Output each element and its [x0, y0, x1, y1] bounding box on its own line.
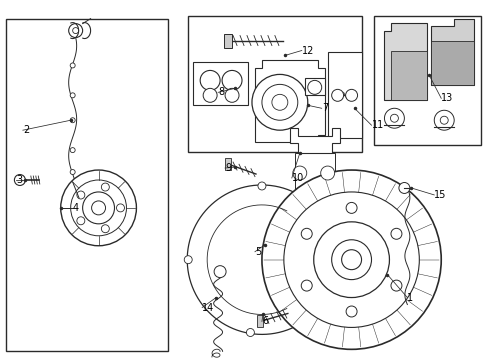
Circle shape — [258, 182, 266, 190]
Circle shape — [246, 329, 254, 337]
Circle shape — [391, 114, 398, 122]
Polygon shape — [257, 315, 263, 328]
Circle shape — [61, 170, 136, 246]
Circle shape — [314, 222, 390, 298]
Circle shape — [70, 93, 75, 98]
Circle shape — [83, 192, 115, 224]
Text: 4: 4 — [73, 203, 79, 213]
Circle shape — [252, 75, 308, 130]
Circle shape — [391, 228, 402, 239]
Circle shape — [399, 183, 410, 193]
Circle shape — [262, 170, 441, 349]
Circle shape — [301, 228, 312, 239]
Polygon shape — [392, 50, 427, 100]
Circle shape — [332, 89, 343, 101]
Circle shape — [308, 80, 322, 94]
Circle shape — [70, 148, 75, 153]
Circle shape — [14, 175, 25, 185]
Bar — [6, 19, 168, 351]
Polygon shape — [431, 19, 474, 85]
Polygon shape — [385, 23, 427, 100]
Circle shape — [225, 88, 239, 102]
Circle shape — [346, 306, 357, 317]
Polygon shape — [255, 60, 325, 142]
Text: 11: 11 — [371, 120, 384, 130]
Circle shape — [342, 250, 362, 270]
Text: 1: 1 — [407, 293, 414, 302]
Polygon shape — [225, 158, 231, 170]
Circle shape — [92, 201, 105, 215]
Circle shape — [70, 170, 75, 175]
Circle shape — [77, 217, 85, 225]
Circle shape — [77, 191, 85, 199]
Circle shape — [332, 240, 371, 280]
Text: 5: 5 — [255, 247, 261, 257]
Text: 3: 3 — [16, 175, 22, 185]
Circle shape — [117, 204, 124, 212]
Circle shape — [222, 71, 242, 90]
Circle shape — [200, 71, 220, 90]
Circle shape — [391, 280, 402, 291]
Circle shape — [284, 192, 419, 328]
Text: 6: 6 — [262, 316, 268, 327]
Circle shape — [272, 94, 288, 110]
Circle shape — [321, 166, 335, 180]
Bar — [193, 62, 248, 105]
Bar — [188, 15, 362, 152]
Text: 7: 7 — [322, 103, 328, 113]
Polygon shape — [290, 128, 340, 153]
Text: 10: 10 — [292, 173, 304, 183]
Circle shape — [262, 84, 298, 120]
Bar — [374, 15, 481, 145]
Polygon shape — [305, 78, 325, 95]
Text: 14: 14 — [202, 302, 215, 312]
Bar — [328, 53, 362, 138]
Circle shape — [101, 225, 109, 233]
Circle shape — [346, 202, 357, 213]
Text: 15: 15 — [434, 190, 447, 200]
Circle shape — [293, 166, 307, 180]
Text: 9: 9 — [225, 163, 231, 173]
Circle shape — [101, 183, 109, 191]
Circle shape — [301, 280, 312, 291]
Circle shape — [434, 110, 454, 130]
Circle shape — [184, 256, 192, 264]
Circle shape — [345, 89, 358, 101]
Circle shape — [440, 116, 448, 124]
Circle shape — [70, 63, 75, 68]
Text: 8: 8 — [218, 87, 224, 97]
Circle shape — [385, 108, 404, 128]
Polygon shape — [295, 153, 335, 208]
Text: 13: 13 — [441, 93, 453, 103]
Circle shape — [203, 88, 217, 102]
Text: 2: 2 — [23, 125, 29, 135]
Text: 12: 12 — [302, 45, 314, 55]
Circle shape — [70, 118, 75, 123]
Circle shape — [71, 180, 126, 236]
Polygon shape — [224, 33, 232, 48]
Polygon shape — [187, 185, 310, 334]
Polygon shape — [431, 41, 474, 85]
Circle shape — [214, 266, 226, 278]
